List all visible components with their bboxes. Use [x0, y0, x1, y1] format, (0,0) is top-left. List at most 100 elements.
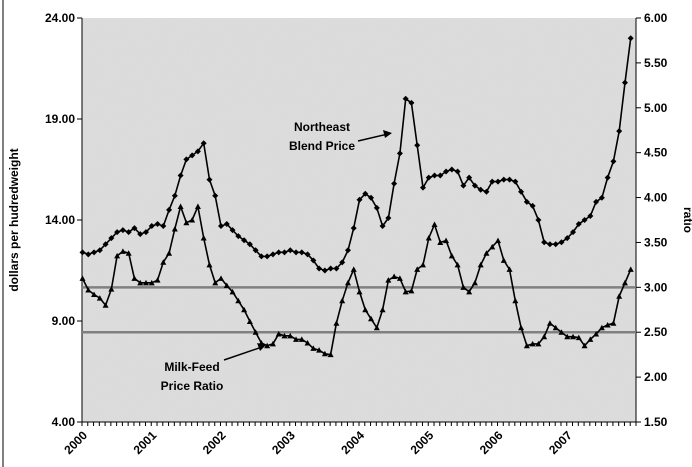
- data-point: [489, 243, 496, 250]
- data-point: [316, 265, 323, 272]
- data-point: [119, 248, 126, 254]
- data-point: [408, 287, 415, 294]
- annotation: Milk-Feed: [164, 360, 219, 374]
- data-point: [316, 347, 323, 353]
- data-point: [581, 342, 588, 349]
- data-point: [368, 194, 375, 201]
- data-point: [541, 333, 548, 340]
- data-point: [218, 223, 224, 230]
- data-point: [471, 182, 478, 189]
- y-tick-label: 14.00: [45, 213, 75, 227]
- data-point: [604, 174, 611, 181]
- data-point: [593, 198, 600, 205]
- data-point: [471, 279, 478, 286]
- data-point: [246, 318, 253, 324]
- data-point: [350, 266, 357, 272]
- data-point: [119, 227, 126, 234]
- data-point: [229, 227, 236, 234]
- data-point: [183, 156, 190, 163]
- y-tick-label: 4.00: [52, 415, 76, 429]
- data-point: [91, 291, 98, 298]
- data-point: [177, 172, 184, 179]
- data-point: [96, 247, 103, 254]
- data-point: [518, 188, 525, 195]
- data-point: [310, 257, 317, 264]
- data-point: [333, 265, 340, 272]
- y2-tick-label: 5.50: [644, 56, 668, 70]
- data-point: [379, 306, 386, 313]
- data-point: [194, 148, 201, 155]
- data-point: [460, 284, 467, 290]
- y2-tick-label: 4.00: [644, 191, 668, 205]
- data-point: [333, 320, 340, 326]
- data-point: [304, 339, 311, 346]
- data-point: [154, 277, 161, 283]
- y2-tick-label: 3.50: [644, 235, 668, 249]
- data-point: [443, 168, 450, 175]
- data-point: [160, 259, 167, 265]
- data-point: [148, 223, 155, 230]
- data-point: [506, 176, 513, 183]
- data-point: [512, 297, 519, 304]
- y2-tick-label: 6.00: [644, 11, 668, 25]
- data-point: [183, 219, 190, 226]
- data-point: [373, 204, 380, 211]
- data-point: [564, 235, 571, 242]
- data-point: [142, 279, 149, 286]
- data-point: [598, 324, 605, 331]
- data-point: [304, 251, 311, 258]
- data-point: [327, 351, 334, 358]
- data-point: [610, 320, 617, 326]
- data-point: [194, 203, 201, 210]
- data-point: [91, 249, 98, 256]
- data-point: [275, 249, 282, 256]
- data-point: [593, 331, 600, 337]
- data-point: [466, 288, 473, 295]
- data-point: [443, 237, 450, 244]
- data-point: [448, 252, 455, 259]
- data-point: [142, 229, 149, 236]
- data-point: [321, 267, 328, 274]
- data-point: [108, 235, 115, 242]
- data-point: [114, 229, 121, 236]
- data-point: [102, 302, 109, 308]
- data-point: [408, 99, 415, 106]
- data-point: [535, 340, 542, 347]
- data-point: [391, 273, 398, 280]
- data-point: [425, 174, 432, 181]
- x-tick-label: 2000: [61, 428, 90, 457]
- y2-tick-label: 4.50: [644, 146, 668, 160]
- data-point: [287, 247, 294, 254]
- data-point: [281, 249, 288, 256]
- plot-area: [82, 18, 636, 422]
- data-point: [212, 192, 219, 199]
- data-point: [437, 172, 444, 179]
- data-point: [385, 277, 392, 283]
- data-point: [500, 176, 507, 183]
- data-point: [529, 202, 536, 209]
- x-tick-label: 2002: [200, 428, 229, 457]
- data-point: [258, 253, 265, 260]
- data-point: [431, 172, 438, 179]
- data-point: [166, 206, 173, 213]
- data-point: [512, 178, 519, 185]
- data-point: [339, 259, 346, 266]
- data-point: [552, 324, 559, 331]
- data-point: [252, 329, 259, 335]
- x-tick-label: 2005: [408, 428, 437, 457]
- data-point: [506, 266, 513, 272]
- data-point: [327, 265, 334, 272]
- data-point: [402, 95, 409, 102]
- data-point: [454, 168, 461, 175]
- data-point: [79, 249, 86, 256]
- annotation: Blend Price: [289, 139, 355, 153]
- data-point: [85, 251, 92, 258]
- data-point: [131, 225, 138, 232]
- data-point: [206, 261, 213, 268]
- data-point: [200, 140, 207, 147]
- data-point: [108, 286, 115, 292]
- y-tick-label: 24.00: [45, 11, 75, 25]
- data-point: [489, 178, 496, 185]
- data-point: [350, 225, 357, 232]
